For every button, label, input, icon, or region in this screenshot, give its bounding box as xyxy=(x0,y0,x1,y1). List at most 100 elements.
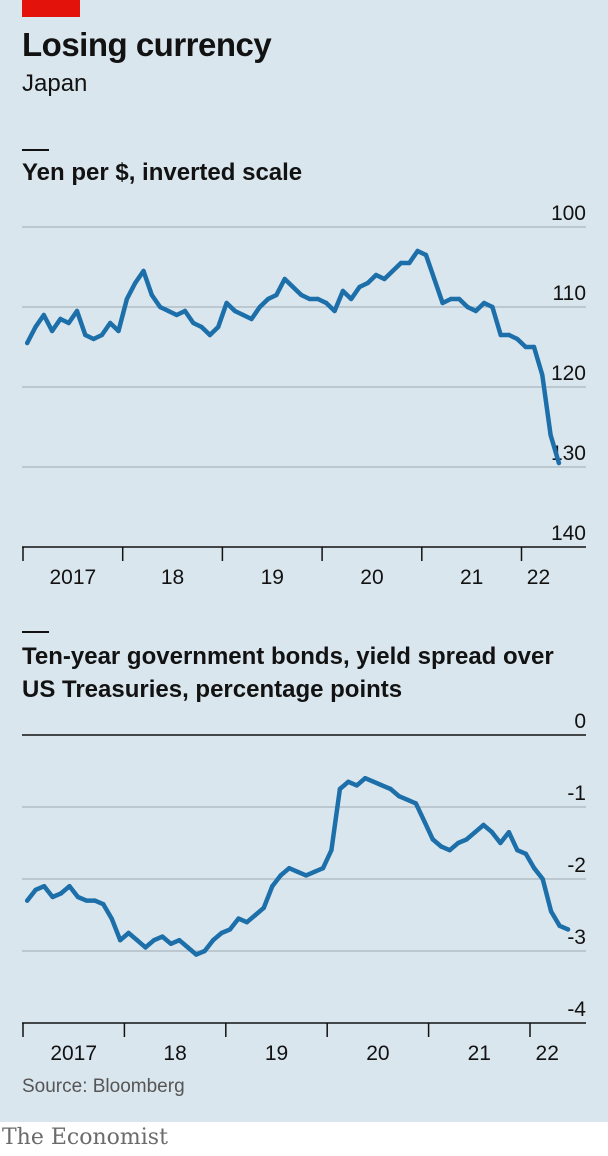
yen-y-tick-label: 110 xyxy=(553,282,586,305)
yen-data-point xyxy=(415,248,420,254)
yen-data-point xyxy=(216,324,221,330)
brand-red-tag xyxy=(22,0,80,17)
yen-data-point xyxy=(282,276,287,282)
spread-data-point xyxy=(515,848,520,853)
yen-data-point xyxy=(157,304,163,310)
yen-data-point xyxy=(41,312,46,318)
spread-y-tick-label: -2 xyxy=(567,854,586,877)
spread-data-point xyxy=(557,923,562,928)
spread-x-tick-label: 18 xyxy=(163,1042,186,1065)
spread-data-point xyxy=(194,952,199,957)
spread-data-point xyxy=(489,830,495,835)
spread-y-tick-label: -3 xyxy=(567,926,586,949)
spread-data-point xyxy=(447,848,452,853)
spread-data-point xyxy=(303,873,309,878)
yen-data-point xyxy=(440,300,445,306)
yen-data-point xyxy=(382,276,387,282)
spread-data-point xyxy=(75,894,81,900)
brand-logo: The Economist xyxy=(2,1125,168,1150)
spread-data-point xyxy=(439,844,444,849)
yen-data-point xyxy=(540,372,545,378)
yen-data-point xyxy=(432,276,437,282)
spread-x-tick-label: 20 xyxy=(366,1042,389,1065)
yen-data-point xyxy=(191,320,196,326)
spread-data-point xyxy=(481,822,486,828)
spread-data-point xyxy=(143,945,148,950)
yen-data-point xyxy=(274,292,279,298)
yen-data-point xyxy=(332,308,337,314)
yen-x-tick-label: 22 xyxy=(527,566,550,585)
chart1-title: Yen per $, inverted scale xyxy=(22,159,303,186)
spread-y-tick-label: -1 xyxy=(567,782,586,805)
spread-data-point xyxy=(548,909,554,914)
yen-data-point xyxy=(108,320,113,326)
yen-data-point xyxy=(498,332,503,338)
yen-data-point xyxy=(324,300,329,306)
spread-data-point xyxy=(168,941,174,946)
spread-data-point xyxy=(84,898,89,903)
yen-x-tick-label: 2017 xyxy=(49,566,96,585)
yen-data-point xyxy=(74,308,80,314)
yen-data-point xyxy=(25,340,30,346)
yen-data-point xyxy=(373,272,379,278)
yen-data-point xyxy=(315,296,321,302)
spread-data-point xyxy=(134,938,140,943)
yen-data-point xyxy=(249,316,254,322)
yen-data-point xyxy=(199,324,204,330)
spread-data-point xyxy=(506,830,512,835)
spread-y-tick-label: 0 xyxy=(574,710,586,733)
yen-data-point xyxy=(257,304,262,310)
yen-x-tick-label: 21 xyxy=(460,566,483,585)
spread-data-point xyxy=(219,930,224,936)
chart-panel xyxy=(0,0,608,1122)
spread-data-point xyxy=(346,779,351,784)
yen-data-point xyxy=(515,336,520,342)
yen-data-point xyxy=(99,332,105,338)
yen-data-point xyxy=(232,308,238,314)
yen-y-tick-label: 100 xyxy=(551,202,586,225)
spread-data-point xyxy=(413,801,419,806)
yen-data-point xyxy=(49,328,55,334)
spread-data-point xyxy=(109,916,114,921)
yen-data-point xyxy=(481,300,487,306)
yen-data-point xyxy=(448,296,454,302)
yen-data-point xyxy=(556,460,562,466)
spread-data-point xyxy=(67,884,72,889)
yen-data-point xyxy=(365,280,370,286)
yen-data-point xyxy=(548,432,553,438)
spread-data-point xyxy=(202,948,207,954)
yen-data-point xyxy=(423,252,429,258)
yen-x-tick-label: 20 xyxy=(360,566,383,585)
yen-data-point xyxy=(33,324,38,330)
yen-data-point xyxy=(66,320,71,326)
yen-data-point xyxy=(83,332,88,338)
spread-data-point xyxy=(101,902,106,907)
spread-data-point xyxy=(312,869,317,874)
spread-data-point xyxy=(354,783,359,788)
spread-data-point xyxy=(523,851,528,856)
yen-data-point xyxy=(116,328,121,334)
yen-data-point xyxy=(182,308,188,314)
spread-data-point xyxy=(261,905,266,910)
yen-data-point xyxy=(506,332,512,338)
yen-data-point xyxy=(340,288,346,294)
spread-data-point xyxy=(456,840,461,846)
yen-data-point xyxy=(299,292,304,298)
spread-series-line xyxy=(24,775,571,957)
spread-data-point xyxy=(244,920,250,925)
spread-data-point xyxy=(320,866,326,871)
spread-y-tick-label: -4 xyxy=(567,998,586,1021)
yen-data-point xyxy=(58,316,63,322)
spread-x-tick-label: 21 xyxy=(468,1042,491,1065)
spread-data-point xyxy=(337,786,343,792)
chart2-title-rule xyxy=(22,631,49,633)
yen-data-point xyxy=(490,304,495,310)
page-subtitle: Japan xyxy=(22,70,88,97)
yen-data-point xyxy=(265,296,271,302)
spread-x-tick-label: 2017 xyxy=(50,1042,97,1065)
spread-data-point xyxy=(329,848,334,853)
spread-data-point xyxy=(253,912,258,918)
yen-x-tick-label: 18 xyxy=(161,566,184,585)
yen-y-tick-label: 140 xyxy=(551,522,586,545)
source-note: Source: Bloomberg xyxy=(22,1076,185,1097)
